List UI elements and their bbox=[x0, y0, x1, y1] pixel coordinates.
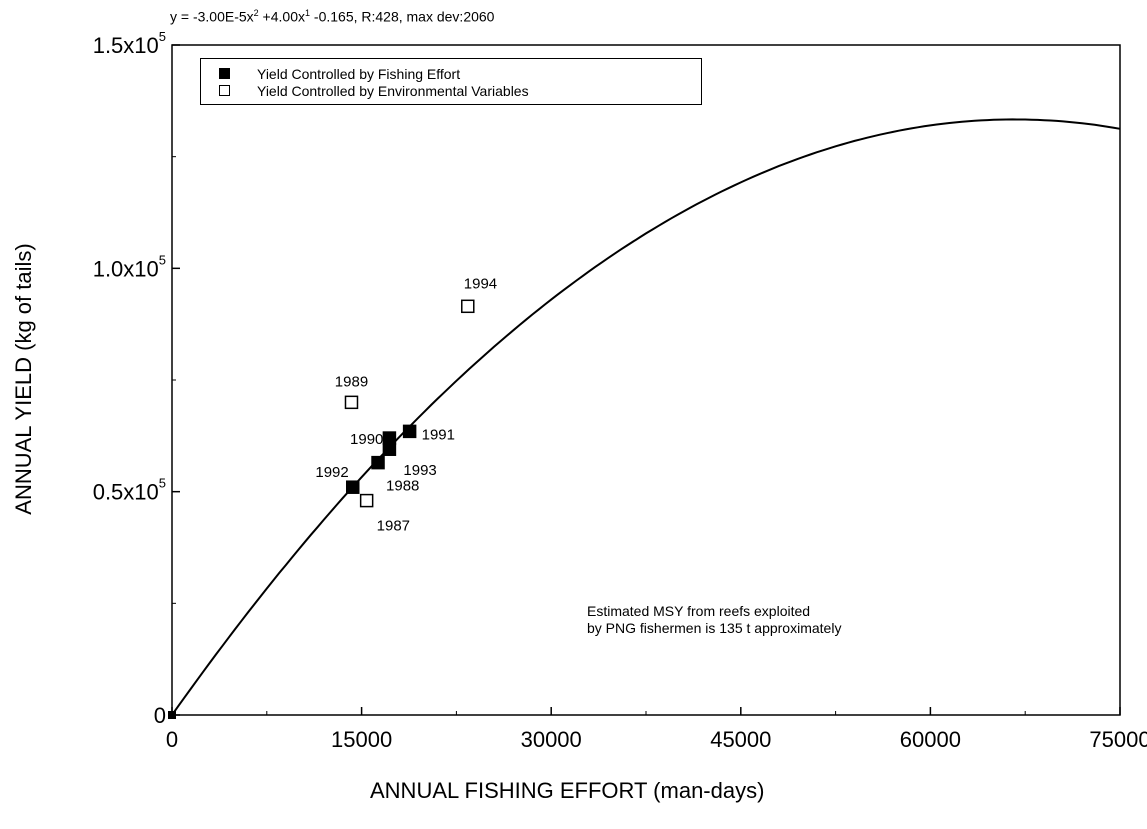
x-tick-label: 45000 bbox=[710, 727, 771, 752]
point-label-1993: 1993 bbox=[403, 462, 436, 479]
msy-annotation: Estimated MSY from reefs exploited by PN… bbox=[587, 603, 841, 637]
data-point-environmental bbox=[461, 299, 475, 314]
point-label-1990: 1990 bbox=[350, 431, 383, 448]
y-tick-label: 1.0x105 bbox=[93, 252, 166, 281]
filled-square-icon bbox=[219, 68, 230, 79]
legend-item-environmental: Yield Controlled by Environmental Variab… bbox=[219, 83, 529, 99]
y-axis-label: ANNUAL YIELD (kg of tails) bbox=[11, 243, 36, 515]
x-axis-label: ANNUAL FISHING EFFORT (man-days) bbox=[370, 778, 765, 803]
point-label-1989: 1989 bbox=[335, 373, 368, 390]
x-tick-label: 75000 bbox=[1089, 727, 1147, 752]
data-point-fishing-effort bbox=[371, 455, 385, 470]
y-axis-ticks: 0 0.5x105 1.0x105 1.5x105 bbox=[93, 29, 180, 728]
data-point-fishing-effort bbox=[382, 442, 397, 456]
x-tick-label: 15000 bbox=[331, 727, 392, 752]
legend-label-fishing-effort: Yield Controlled by Fishing Effort bbox=[257, 66, 461, 82]
legend-label-environmental: Yield Controlled by Environmental Variab… bbox=[257, 83, 529, 99]
fit-curve bbox=[171, 118, 1121, 716]
x-tick-label: 30000 bbox=[521, 727, 582, 752]
x-axis-ticks: 0 15000 30000 45000 60000 75000 bbox=[166, 707, 1147, 752]
msy-annotation-line-2: by PNG fishermen is 135 t approximately bbox=[587, 620, 842, 636]
y-tick-label: 1.5x105 bbox=[93, 29, 166, 58]
data-point-fishing-effort bbox=[382, 431, 397, 445]
data-point-fishing-effort bbox=[402, 424, 417, 439]
msy-annotation-line-1: Estimated MSY from reefs exploited bbox=[587, 603, 811, 619]
y-tick-label: 0 bbox=[154, 703, 166, 728]
point-label-1994: 1994 bbox=[464, 275, 497, 292]
point-label-1987: 1987 bbox=[377, 518, 410, 535]
data-points bbox=[168, 299, 475, 719]
point-labels: 1992 1988 1990 1993 1991 1987 1989 1994 bbox=[315, 275, 497, 534]
y-tick-label: 0.5x105 bbox=[93, 476, 166, 505]
x-tick-label: 60000 bbox=[900, 727, 961, 752]
legend-item-fishing-effort: Yield Controlled by Fishing Effort bbox=[219, 66, 461, 82]
x-tick-label: 0 bbox=[166, 727, 178, 752]
data-point-environmental bbox=[344, 395, 359, 410]
data-point-environmental bbox=[359, 493, 374, 508]
origin-point bbox=[168, 711, 176, 719]
point-label-1992: 1992 bbox=[315, 464, 348, 481]
fit-equation: y = -3.00E-5x2 +4.00x1 -0.165, R:428, ma… bbox=[170, 8, 495, 25]
data-point-fishing-effort bbox=[346, 480, 360, 494]
point-label-1988: 1988 bbox=[386, 478, 419, 495]
legend: Yield Controlled by Fishing Effort Yield… bbox=[200, 58, 702, 105]
open-square-icon bbox=[219, 85, 230, 96]
point-label-1991: 1991 bbox=[422, 426, 455, 443]
